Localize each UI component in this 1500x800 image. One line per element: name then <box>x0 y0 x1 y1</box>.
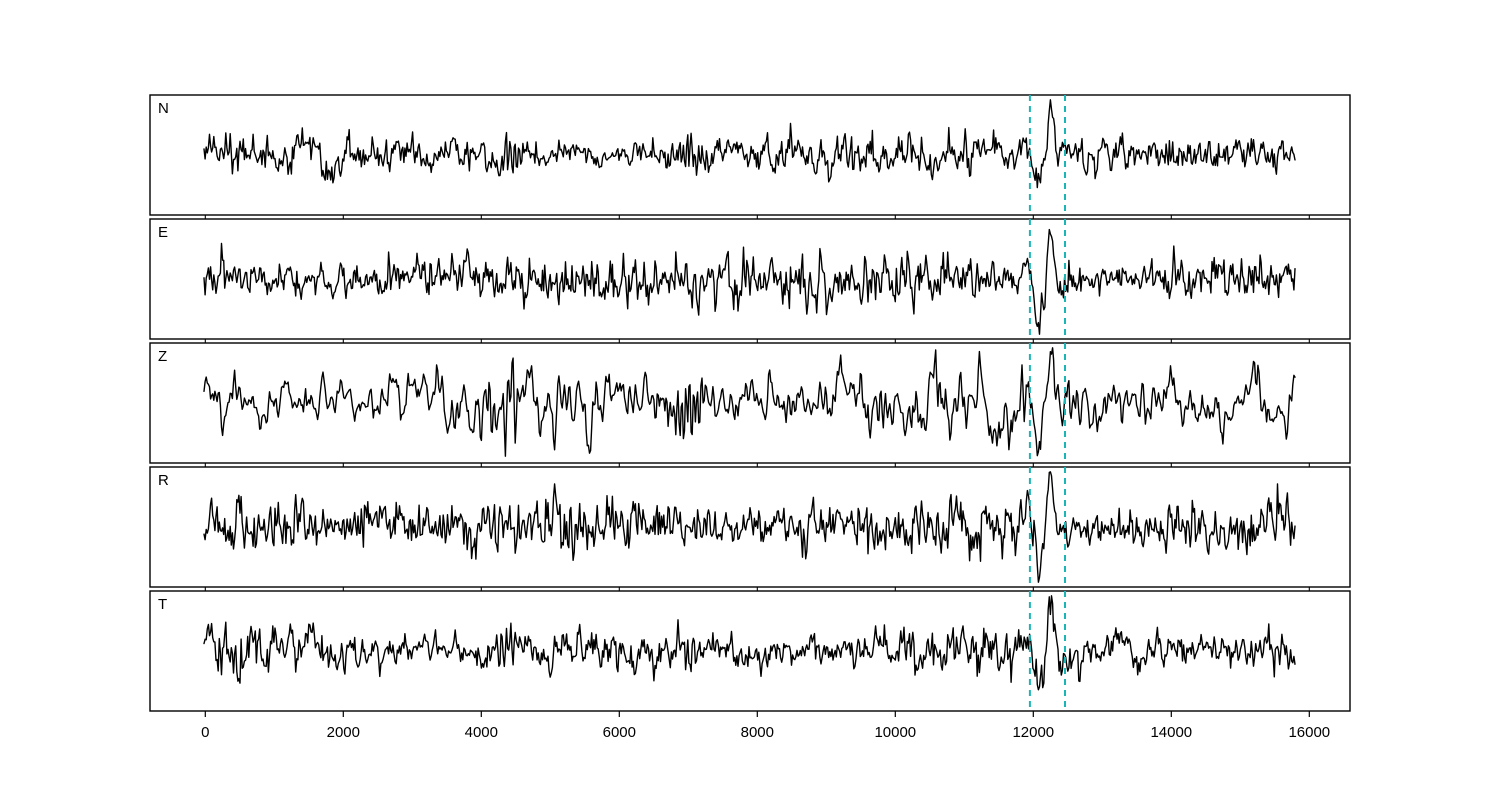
svg-text:R: R <box>158 472 169 489</box>
svg-text:16000: 16000 <box>1288 724 1330 741</box>
svg-text:T: T <box>158 596 167 613</box>
svg-text:0: 0 <box>201 724 209 741</box>
svg-text:10000: 10000 <box>874 724 916 741</box>
svg-text:6000: 6000 <box>603 724 636 741</box>
svg-text:8000: 8000 <box>741 724 774 741</box>
svg-text:12000: 12000 <box>1012 724 1054 741</box>
svg-text:4000: 4000 <box>465 724 498 741</box>
svg-text:14000: 14000 <box>1150 724 1192 741</box>
svg-text:Z: Z <box>158 348 167 365</box>
svg-text:N: N <box>158 100 169 117</box>
svg-text:2000: 2000 <box>327 724 360 741</box>
svg-text:E: E <box>158 224 168 241</box>
